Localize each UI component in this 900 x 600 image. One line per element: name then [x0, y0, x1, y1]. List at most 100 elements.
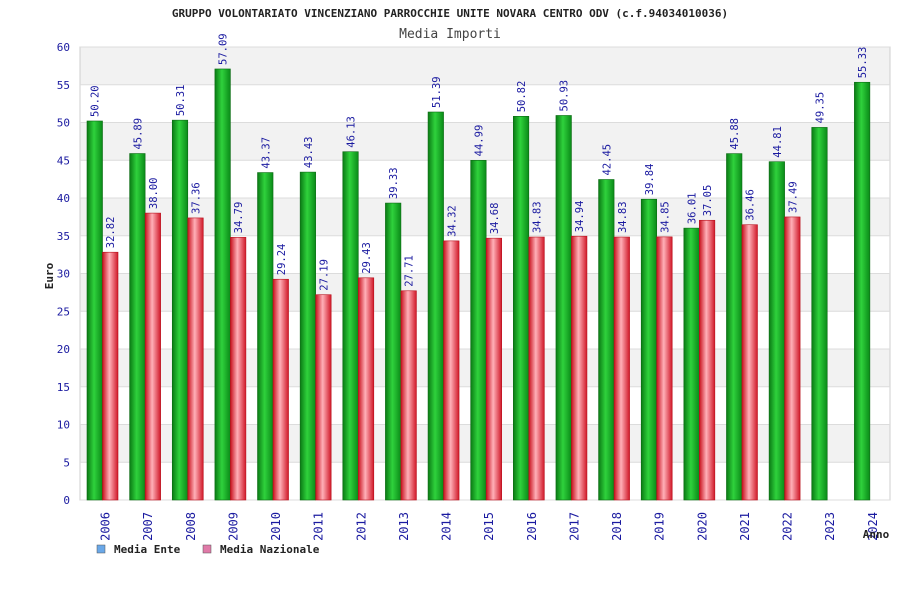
- x-tick-label: 2013: [397, 512, 411, 541]
- bar-media-ente-2019: [640, 198, 658, 501]
- bar-media-ente-2006: [86, 120, 103, 501]
- x-tick-label: 2010: [269, 512, 283, 541]
- bar-media-ente-2012: [342, 151, 359, 501]
- chart-subtitle: Media Importi: [399, 27, 501, 42]
- bar-media-ente-2016: [513, 116, 530, 501]
- bar-media-nazionale-2016: [528, 236, 545, 501]
- x-tick-label: 2022: [781, 512, 795, 541]
- bar-media-nazionale-2020: [699, 219, 716, 501]
- legend-label-media-nazionale: Media Nazionale: [220, 543, 320, 556]
- y-tick-label: 60: [57, 41, 70, 54]
- value-label: 34.85: [659, 201, 671, 233]
- y-tick-label: 5: [63, 456, 70, 469]
- bar-media-nazionale-2011: [315, 294, 332, 501]
- y-tick-label: 20: [57, 343, 70, 356]
- bar-media-nazionale-2015: [485, 237, 502, 501]
- y-tick-label: 25: [57, 305, 70, 318]
- x-tick-label: 2017: [567, 512, 581, 541]
- legend-label-media-ente: Media Ente: [114, 543, 181, 556]
- value-label: 50.31: [175, 85, 187, 117]
- y-tick-label: 0: [63, 494, 70, 507]
- y-tick-label: 45: [57, 154, 70, 167]
- y-axis-label: Euro: [43, 262, 56, 289]
- value-label: 37.05: [702, 185, 714, 217]
- x-tick-label: 2007: [141, 512, 155, 541]
- value-label: 29.24: [276, 244, 288, 276]
- bar-media-ente-2017: [555, 115, 572, 501]
- x-tick-label: 2018: [610, 512, 624, 541]
- value-label: 50.20: [90, 85, 102, 117]
- value-label: 43.43: [303, 136, 315, 168]
- value-label: 55.33: [857, 47, 869, 79]
- value-label: 34.94: [574, 201, 586, 233]
- bar-media-nazionale-2018: [613, 236, 630, 501]
- y-tick-label: 50: [57, 117, 70, 130]
- bar-media-nazionale-2006: [102, 251, 119, 501]
- bar-media-nazionale-2013: [400, 290, 417, 501]
- x-tick-label: 2023: [823, 512, 837, 541]
- bar-media-ente-2008: [171, 119, 189, 501]
- value-label: 34.83: [532, 201, 544, 233]
- value-label: 44.81: [772, 126, 784, 158]
- bars: [86, 68, 871, 501]
- x-tick-label: 2008: [184, 512, 198, 541]
- bar-media-ente-2011: [299, 171, 316, 501]
- y-axis-ticks: 0 5 10 15 20 25 30 35 40 45 50 55 60: [57, 41, 70, 507]
- bar-media-ente-2015: [470, 160, 487, 501]
- bar-media-ente-2018: [598, 179, 615, 501]
- bar-media-nazionale-2007: [144, 212, 161, 501]
- value-label: 34.79: [233, 202, 245, 234]
- y-tick-label: 30: [57, 268, 70, 281]
- value-label: 38.00: [148, 177, 160, 209]
- y-tick-label: 40: [57, 192, 70, 205]
- legend-swatch-media-nazionale: [202, 544, 212, 554]
- bar-media-nazionale-2012: [357, 277, 375, 501]
- bar-media-ente-2024: [854, 81, 871, 501]
- x-tick-label: 2011: [312, 512, 326, 541]
- y-tick-label: 35: [57, 230, 70, 243]
- bar-media-ente-2022: [768, 161, 785, 501]
- value-label: 57.09: [218, 33, 230, 65]
- x-tick-label: 2009: [226, 512, 240, 541]
- x-tick-label: 2024: [866, 512, 880, 541]
- bar-media-nazionale-2008: [187, 217, 204, 501]
- x-tick-label: 2012: [354, 512, 368, 541]
- value-label: 34.83: [617, 201, 629, 233]
- x-tick-label: 2015: [482, 512, 496, 541]
- value-label: 51.39: [431, 76, 443, 108]
- value-label: 45.88: [729, 118, 741, 150]
- bar-media-ente-2013: [385, 202, 402, 501]
- x-tick-label: 2006: [99, 512, 113, 541]
- bar-media-nazionale-2010: [272, 278, 289, 501]
- bar-media-ente-2007: [129, 153, 146, 501]
- x-tick-label: 2020: [695, 512, 709, 541]
- value-label: 45.89: [132, 118, 144, 150]
- value-label: 36.01: [687, 193, 699, 225]
- chart-title: GRUPPO VOLONTARIATO VINCENZIANO PARROCCH…: [172, 7, 728, 20]
- value-label: 44.99: [473, 125, 485, 157]
- value-label: 39.84: [644, 164, 656, 196]
- value-label: 43.37: [260, 137, 272, 169]
- bar-media-ente-2023: [811, 127, 828, 501]
- bar-media-nazionale-2014: [443, 240, 460, 501]
- value-label: 34.68: [489, 203, 501, 235]
- value-label: 34.32: [446, 205, 458, 237]
- value-label: 37.36: [191, 182, 203, 214]
- value-label: 42.45: [601, 144, 613, 176]
- value-label: 27.19: [318, 259, 330, 291]
- y-tick-label: 55: [57, 79, 70, 92]
- bar-media-ente-2009: [214, 68, 231, 501]
- x-tick-label: 2016: [525, 512, 539, 541]
- x-tick-label: 2014: [440, 512, 454, 541]
- bar-media-ente-2021: [726, 153, 743, 501]
- value-label: 29.43: [361, 242, 373, 274]
- bar-media-ente-2014: [427, 111, 444, 501]
- bar-media-nazionale-2022: [784, 216, 801, 501]
- value-label: 37.49: [787, 181, 799, 213]
- plot-band: [80, 47, 890, 85]
- value-label: 49.35: [814, 92, 826, 124]
- y-tick-label: 15: [57, 381, 70, 394]
- x-axis-label: Anno: [863, 528, 890, 541]
- x-tick-label: 2019: [653, 512, 667, 541]
